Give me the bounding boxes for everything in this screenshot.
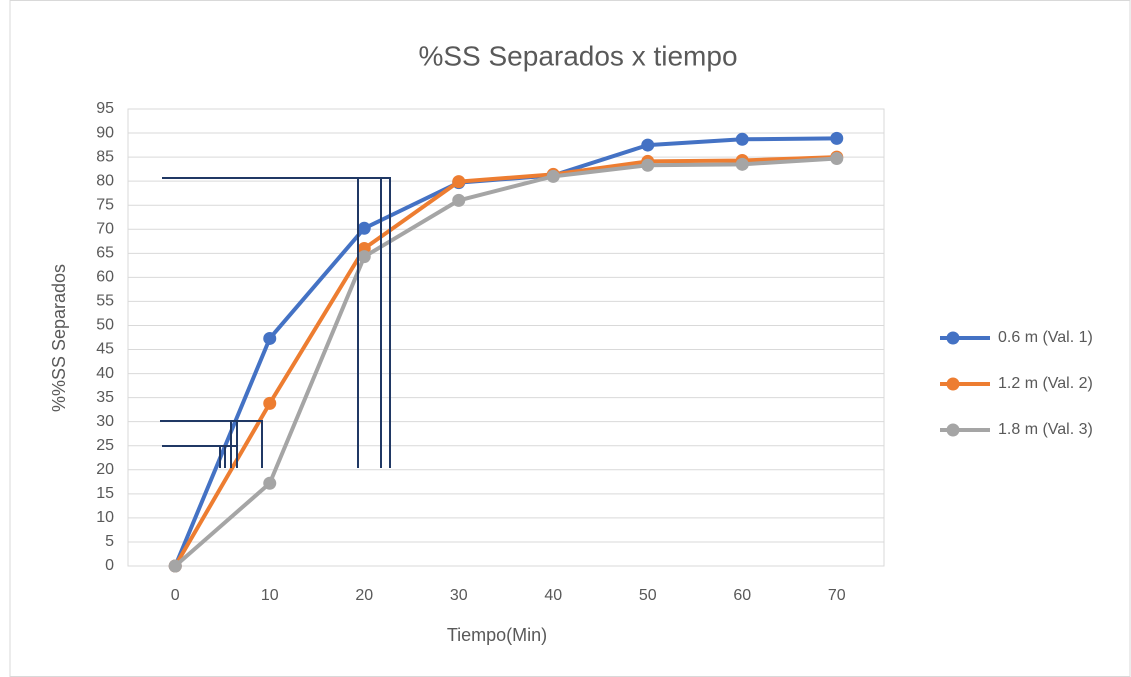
y-tick-label: 25 (96, 437, 114, 454)
y-tick-label: 65 (96, 245, 114, 262)
annotation-lines (160, 177, 391, 468)
data-point (263, 396, 277, 410)
data-point (735, 132, 749, 146)
y-tick-label: 55 (96, 293, 114, 310)
data-point (830, 131, 844, 145)
x-tick-label: 60 (733, 587, 751, 604)
data-point (263, 331, 277, 345)
legend-marker (946, 423, 960, 437)
y-tick-label: 80 (96, 172, 114, 189)
legend-label: 1.2 m (Val. 2) (998, 375, 1093, 392)
data-point (641, 138, 655, 152)
legend-marker (946, 377, 960, 391)
data-point (452, 175, 466, 189)
data-point (263, 476, 277, 490)
series-line (173, 155, 837, 568)
data-point (452, 193, 466, 207)
x-tick-label: 40 (544, 587, 562, 604)
legend-label: 0.6 m (Val. 1) (998, 329, 1093, 346)
data-point (168, 559, 182, 573)
legend: 0.6 m (Val. 1) 1.2 m (Val. 2) 1.8 m (Val. … (940, 329, 1093, 438)
data-point (641, 158, 655, 172)
legend-marker (946, 331, 960, 345)
plot (168, 131, 844, 573)
data-point (735, 157, 749, 171)
x-tick-label: 50 (639, 587, 657, 604)
y-tick-label: 50 (96, 317, 114, 334)
y-tick-label: 70 (96, 220, 114, 237)
y-tick-label: 95 (96, 100, 114, 117)
chart-title: %SS Separados x tiempo (418, 40, 737, 71)
y-tick-label: 20 (96, 461, 114, 478)
y-tick-label: 30 (96, 413, 114, 430)
y-tick-label: 15 (96, 485, 114, 502)
x-tick-label: 0 (171, 587, 180, 604)
x-tick-label: 30 (450, 587, 468, 604)
y-tick-label: 10 (96, 509, 114, 526)
y-tick-label: 35 (96, 389, 114, 406)
x-tick-label: 10 (261, 587, 279, 604)
y-tick-label: 60 (96, 269, 114, 286)
legend-label: 1.8 m (Val. 3) (998, 421, 1093, 438)
x-tick-label: 70 (828, 587, 846, 604)
data-point (357, 250, 371, 264)
x-axis-label: Tiempo(Min) (447, 625, 547, 645)
y-tick-label: 45 (96, 341, 114, 358)
x-tick-label: 20 (355, 587, 373, 604)
data-point (546, 169, 560, 183)
y-tick-label: 5 (105, 533, 114, 550)
series-line (173, 156, 837, 568)
y-tick-label: 85 (96, 148, 114, 165)
y-tick-label: 40 (96, 365, 114, 382)
y-tick-label: 75 (96, 196, 114, 213)
data-point (830, 152, 844, 166)
data-point (357, 221, 371, 235)
y-axis-label: %%SS Separados (49, 264, 69, 412)
y-tick-label: 0 (105, 557, 114, 574)
y-tick-label: 90 (96, 124, 114, 141)
